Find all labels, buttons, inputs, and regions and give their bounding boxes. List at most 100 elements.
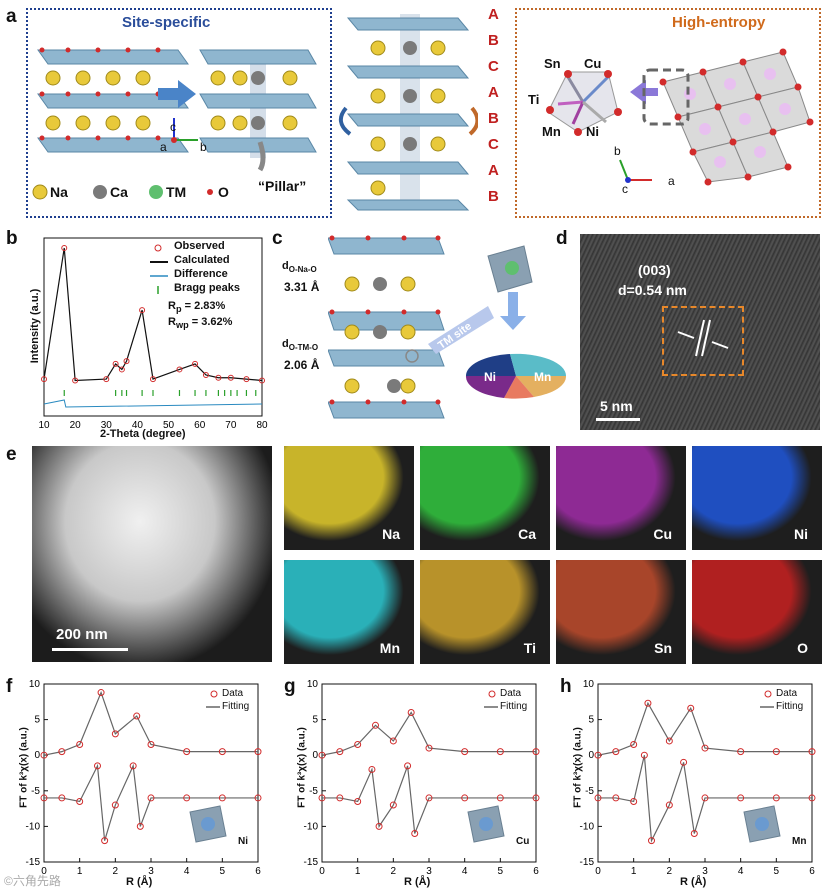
- x-tick-label: 4: [184, 866, 190, 877]
- tm-site-structure: [328, 235, 567, 419]
- d1-value: 3.31 Å: [284, 280, 320, 294]
- data-point: [411, 830, 419, 838]
- data-point: [111, 801, 119, 809]
- panel-label-h: h: [560, 676, 572, 697]
- xrd-calculated-line: [43, 247, 263, 382]
- x-tick-label: 0: [595, 866, 601, 877]
- legend-ca-dot: [93, 185, 107, 199]
- legend-data-symbol: [764, 690, 772, 698]
- y-tick-label: 0: [588, 750, 594, 761]
- x-tick-label: 1: [355, 866, 361, 877]
- x-tick-label: 6: [533, 866, 539, 877]
- xrd-observed-point: [72, 377, 79, 384]
- xrd-observed-point: [215, 374, 222, 381]
- data-point: [147, 741, 155, 749]
- data-point: [630, 741, 638, 749]
- panel-label-d: d: [556, 228, 568, 249]
- y-tick-label: 10: [307, 680, 319, 690]
- x-tick-label: 5: [774, 866, 780, 877]
- stack-seq-8: B: [488, 188, 499, 205]
- xrd-observed-point: [112, 360, 119, 367]
- data-point: [133, 712, 141, 720]
- data-point: [336, 748, 344, 756]
- axis-c-left: c: [170, 120, 176, 134]
- exafs-legend-data: Data: [500, 688, 522, 699]
- y-tick-label: 0: [34, 750, 40, 761]
- legend-na: Na: [50, 184, 68, 200]
- eds-map-ti: Ti: [420, 560, 550, 664]
- legend-observed-symbol: [154, 244, 162, 252]
- data-point: [336, 794, 344, 802]
- data-point: [425, 794, 433, 802]
- x-tick-label: 2: [667, 866, 673, 877]
- stack-seq-6: C: [488, 136, 499, 153]
- data-point: [375, 822, 383, 830]
- data-point: [737, 748, 745, 756]
- exafs-xlabel: R (Å): [680, 876, 707, 888]
- data-point: [496, 794, 504, 802]
- site-specific-structures: [32, 47, 317, 200]
- data-point: [612, 748, 620, 756]
- x-tick-label: 5: [498, 866, 504, 877]
- x-tick-label: 2: [113, 866, 119, 877]
- data-point: [136, 822, 144, 830]
- eds-map-label: Ni: [794, 526, 808, 542]
- stack-seq-5: B: [488, 110, 499, 127]
- exafs-xlabel: R (Å): [126, 876, 153, 888]
- xrd-rwp: Rwp = 3.62%: [168, 316, 233, 331]
- xrd-legend-bragg: Bragg peaks: [174, 282, 241, 294]
- y-tick-label: -10: [26, 821, 41, 832]
- fit-line-0: [321, 711, 536, 756]
- data-point: [318, 794, 326, 802]
- legend-o: O: [218, 184, 229, 200]
- xrd-rp: Rp = 2.83%: [168, 300, 226, 315]
- d2-value: 2.06 Å: [284, 358, 320, 372]
- data-point: [101, 837, 109, 845]
- data-point: [461, 748, 469, 756]
- center-atom-icon: [201, 817, 215, 831]
- xrd-bragg-ticks: [63, 390, 257, 396]
- legend-o-dot: [207, 189, 213, 195]
- axis-b-left: b: [200, 140, 207, 154]
- data-point: [665, 801, 673, 809]
- y-tick-label: -5: [31, 786, 40, 797]
- legend-data-symbol: [488, 690, 496, 698]
- xrd-legend-calculated: Calculated: [174, 254, 230, 266]
- pie-cu: Cu: [484, 402, 499, 414]
- hrtem-image: [580, 234, 820, 430]
- stack-seq-1: A: [488, 6, 499, 23]
- xrd-legend-observed: Observed: [174, 240, 225, 252]
- structure-pillared: [199, 49, 317, 158]
- data-point: [612, 794, 620, 802]
- data-point: [111, 730, 119, 738]
- data-point: [183, 794, 191, 802]
- stack-seq-4: A: [488, 84, 499, 101]
- xrd-x-tick-label: 80: [256, 420, 268, 431]
- data-point: [532, 794, 540, 802]
- exafs-element-label: Cu: [516, 836, 530, 847]
- hrtem-roi-box: [662, 306, 744, 376]
- el-ti: Ti: [528, 92, 540, 107]
- xrd-observed-point: [139, 307, 146, 314]
- axis-c-right: c: [622, 182, 628, 196]
- eds-map-label: Ti: [523, 640, 536, 656]
- data-point: [772, 794, 780, 802]
- data-point: [808, 794, 816, 802]
- fit-line-1: [44, 763, 258, 841]
- axis-b-right: b: [614, 144, 621, 158]
- y-tick-label: 10: [583, 680, 595, 690]
- high-entropy-box: [515, 8, 821, 218]
- x-tick-label: 0: [41, 866, 47, 877]
- eds-map-na: Na: [284, 446, 414, 550]
- data-point: [97, 689, 105, 697]
- exafs-legend-fitting: Fitting: [500, 701, 528, 712]
- y-tick-label: -10: [304, 821, 319, 832]
- data-point: [254, 794, 262, 802]
- exafs-legend-data: Data: [776, 688, 798, 699]
- eds-map-ca: Ca: [420, 446, 550, 550]
- pillar-arrow: [257, 141, 266, 172]
- x-tick-label: 3: [426, 866, 432, 877]
- xrd-observed-point: [118, 366, 125, 373]
- el-cu: Cu: [584, 56, 602, 71]
